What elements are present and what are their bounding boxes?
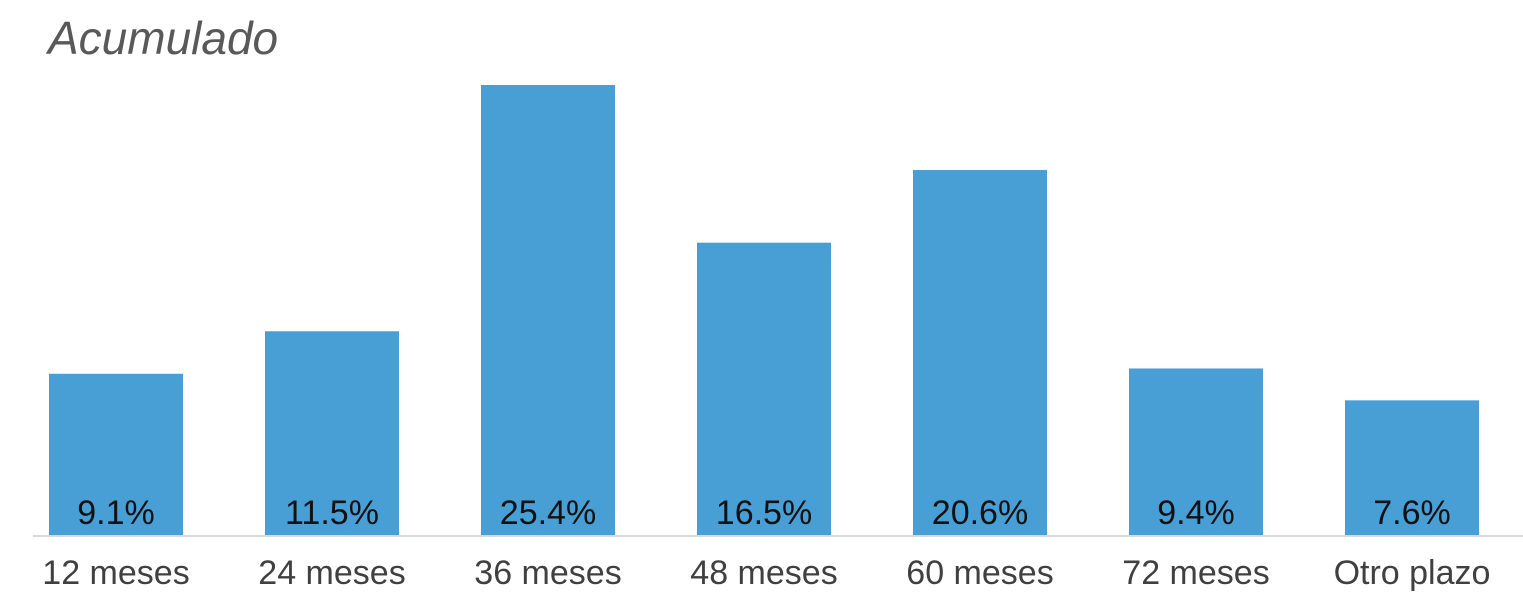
x-tick-72-meses: 72 meses (1122, 554, 1269, 592)
x-tick-60-meses: 60 meses (906, 554, 1053, 592)
data-labels-group: 9.1% 11.5% 25.4% 16.5% 20.6% 9.4% 7.6% (77, 494, 1451, 532)
chart-title: Acumulado (48, 12, 279, 64)
bar-72-meses (1129, 368, 1263, 535)
data-label-60-meses: 20.6% (932, 494, 1028, 532)
bar-60-meses (913, 170, 1047, 535)
x-tick-12-meses: 12 meses (42, 554, 189, 592)
x-tick-48-meses: 48 meses (690, 554, 837, 592)
bar-otro-plazo (1345, 400, 1479, 535)
x-tick-24-meses: 24 meses (258, 554, 405, 592)
x-tick-36-meses: 36 meses (474, 554, 621, 592)
data-label-48-meses: 16.5% (716, 494, 812, 532)
data-label-36-meses: 25.4% (500, 494, 596, 532)
bars-group (49, 85, 1479, 535)
data-label-72-meses: 9.4% (1157, 494, 1235, 532)
data-label-24-meses: 11.5% (285, 494, 379, 532)
bar-48-meses (697, 242, 831, 535)
x-tick-otro-plazo: Otro plazo (1334, 554, 1491, 592)
bar-12-meses (49, 373, 183, 535)
data-label-otro-plazo: 7.6% (1373, 494, 1451, 532)
bar-36-meses (481, 85, 615, 535)
x-axis-tick-labels: 12 meses 24 meses 36 meses 48 meses 60 meses… (42, 554, 1490, 592)
bar-24-meses (265, 331, 399, 535)
data-label-12-meses: 9.1% (77, 494, 155, 532)
